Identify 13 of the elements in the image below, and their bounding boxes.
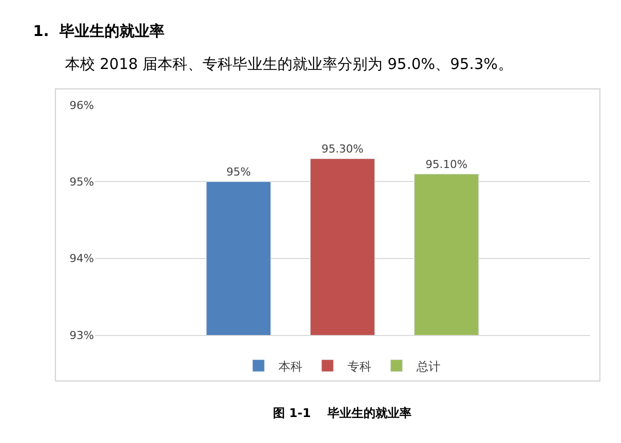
legend-label: 本科	[278, 359, 302, 374]
y-tick-label: 93%	[70, 328, 94, 342]
y-tick-label: 94%	[70, 252, 94, 266]
y-tick-label: 95%	[70, 176, 94, 189]
chart-title: 1. 毕业生的就业率	[33, 22, 165, 40]
chart-subtitle: 本校 2018 届本科、专科毕业生的就业率分别为 95.0%、95.3%。	[65, 55, 513, 73]
data-label: 95%	[226, 166, 251, 179]
caption: 图 1-1 毕业生的就业率	[273, 406, 412, 420]
legend-label: 总计	[416, 359, 440, 374]
data-label: 95.30%	[322, 142, 364, 156]
y-tick-label: 96%	[70, 98, 94, 112]
data-label: 95.10%	[425, 158, 468, 171]
legend-label: 专科	[348, 359, 372, 374]
